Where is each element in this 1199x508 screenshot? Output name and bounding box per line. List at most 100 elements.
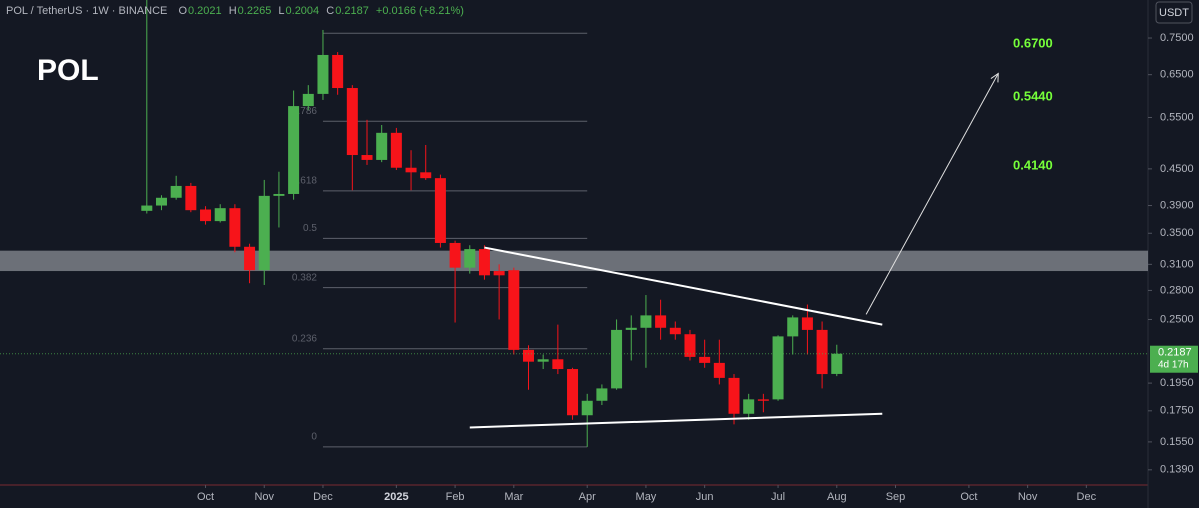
candle-body xyxy=(155,197,167,206)
candle-body xyxy=(596,388,608,401)
y-tick-label: 0.1950 xyxy=(1160,377,1194,389)
y-tick-label: 0.2800 xyxy=(1160,284,1194,296)
fib-label: 0.382 xyxy=(292,272,317,283)
low-key: L xyxy=(278,5,285,17)
candle-body xyxy=(449,242,461,268)
y-tick-label: 0.3500 xyxy=(1160,227,1194,239)
x-tick-label: Aug xyxy=(827,491,847,503)
y-tick-label: 0.5500 xyxy=(1160,111,1194,123)
change: +0.0166 (+8.21%) xyxy=(375,5,464,17)
x-tick-label: Nov xyxy=(1018,491,1038,503)
x-tick-label: Jul xyxy=(771,491,785,503)
x-tick-label: Mar xyxy=(504,491,523,503)
x-tick-label: 2025 xyxy=(384,491,408,503)
candle-body xyxy=(288,106,300,194)
candle-body xyxy=(537,359,549,362)
candle-body xyxy=(214,208,226,222)
candle-body xyxy=(332,54,344,89)
candle-body xyxy=(699,356,711,363)
countdown: 4d 17h xyxy=(1158,359,1189,370)
candle-body xyxy=(244,246,256,271)
candle-body xyxy=(625,327,637,330)
x-tick-label: Oct xyxy=(960,491,977,503)
open-value: 0.2021 xyxy=(188,5,222,17)
x-tick-label: Jun xyxy=(696,491,714,503)
projection-arrow xyxy=(865,73,998,315)
candle-body xyxy=(493,271,505,276)
x-tick-label: Feb xyxy=(446,491,465,503)
y-tick-label: 0.2500 xyxy=(1160,313,1194,325)
x-tick-label: Sep xyxy=(886,491,906,503)
fib-label: 0.5 xyxy=(303,223,317,234)
x-tick-label: Dec xyxy=(313,491,333,503)
candle-body xyxy=(508,270,520,350)
open-key: O xyxy=(178,5,187,17)
candle-body xyxy=(801,317,813,330)
low-value: 0.2004 xyxy=(285,5,320,17)
candle-body xyxy=(405,167,417,173)
fib-label: 0 xyxy=(311,432,317,443)
x-tick-label: May xyxy=(636,491,657,503)
y-tick-label: 0.7500 xyxy=(1160,32,1194,44)
target-label: 0.4140 xyxy=(1013,157,1053,172)
candle-body xyxy=(229,208,241,247)
target-label: 0.5440 xyxy=(1013,88,1053,103)
candle-body xyxy=(567,369,579,416)
candle-body xyxy=(772,336,784,400)
trendline xyxy=(469,412,883,429)
fib-label: 0.786 xyxy=(292,106,317,117)
candle-body xyxy=(478,249,490,276)
candle-body xyxy=(464,249,476,268)
candle-body xyxy=(581,400,593,416)
candle-body xyxy=(787,317,799,337)
candle-body xyxy=(669,327,681,335)
legend-header: POL / TetherUS · 1W · BINANCE O0.2021 H0… xyxy=(6,5,468,17)
candle-body xyxy=(258,195,270,271)
candle-body xyxy=(655,315,667,328)
resistance-zone xyxy=(0,250,1148,272)
candle-body xyxy=(611,329,623,389)
candle-body xyxy=(831,353,843,374)
candle-body xyxy=(390,132,402,168)
candle-body xyxy=(640,315,652,328)
candle-body xyxy=(420,172,432,179)
trendline xyxy=(484,246,883,326)
target-label: 0.6700 xyxy=(1013,35,1053,50)
x-tick-label: Dec xyxy=(1077,491,1097,503)
price-badge xyxy=(1150,345,1198,373)
close-key: C xyxy=(326,5,335,17)
candle-body xyxy=(728,377,740,414)
candle-body xyxy=(273,193,285,196)
high-value: 0.2265 xyxy=(237,5,272,17)
y-tick-label: 0.3900 xyxy=(1160,199,1194,211)
x-tick-label: Oct xyxy=(197,491,214,503)
candle-body xyxy=(713,362,725,378)
x-tick-label: Apr xyxy=(579,491,596,503)
currency-badge[interactable] xyxy=(1155,1,1193,24)
y-tick-label: 0.1550 xyxy=(1160,436,1194,448)
y-tick-label: 0.1750 xyxy=(1160,405,1194,417)
candle-body xyxy=(346,88,358,156)
y-tick-label: 0.4500 xyxy=(1160,163,1194,175)
candle-body xyxy=(434,178,446,243)
candle-body xyxy=(141,205,153,211)
candle-body xyxy=(522,349,534,362)
candle-body xyxy=(376,132,388,160)
symbol: POL / TetherUS · 1W · BINANCE xyxy=(6,5,168,17)
candle-body xyxy=(302,93,314,107)
close-value: 0.2187 xyxy=(335,5,369,17)
y-tick-label: 0.1390 xyxy=(1160,464,1194,476)
y-tick-label: 0.6500 xyxy=(1160,69,1194,81)
chart-title: POL xyxy=(37,54,99,87)
candle-body xyxy=(743,399,755,414)
price-label: 0.2187 xyxy=(1158,347,1192,359)
candle-body xyxy=(170,185,182,198)
fib-label: 0.618 xyxy=(292,175,317,186)
candle-body xyxy=(185,185,197,211)
high-key: H xyxy=(228,5,237,17)
candle-body xyxy=(552,359,564,370)
x-tick-label: Nov xyxy=(254,491,274,503)
y-tick-label: 0.3100 xyxy=(1160,258,1194,270)
